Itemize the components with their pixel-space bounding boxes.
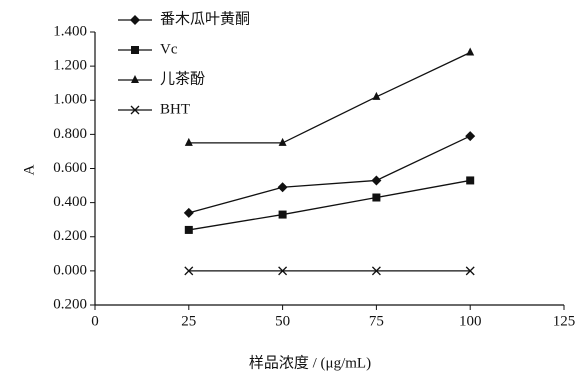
marker bbox=[277, 182, 288, 193]
legend-label: 儿茶酚 bbox=[160, 70, 205, 87]
x-tick-label: 75 bbox=[369, 313, 384, 329]
y-tick-label: 0.400 bbox=[53, 194, 87, 210]
marker bbox=[130, 15, 140, 25]
legend-label: Vc bbox=[160, 41, 178, 57]
x-tick-label: 0 bbox=[91, 313, 99, 329]
marker bbox=[184, 266, 194, 276]
y-axis-title: A bbox=[21, 164, 37, 175]
y-tick-label: 0.000 bbox=[53, 262, 87, 278]
y-tick-label: 0.600 bbox=[53, 160, 87, 176]
marker bbox=[465, 131, 476, 142]
marker bbox=[371, 175, 382, 186]
series-line bbox=[188, 179, 471, 231]
x-tick-label: 25 bbox=[181, 313, 196, 329]
x-tick-label: 100 bbox=[459, 313, 482, 329]
x-axis-title: 样品浓度 / (μg/mL) bbox=[249, 354, 371, 371]
marker bbox=[131, 75, 139, 83]
y-tick-label: 0.200 bbox=[53, 228, 87, 244]
marker bbox=[184, 225, 193, 234]
marker bbox=[371, 266, 381, 276]
y-tick-label: 1.400 bbox=[53, 23, 87, 39]
marker bbox=[184, 137, 193, 146]
y-tick-label: 0.800 bbox=[53, 126, 87, 142]
marker bbox=[131, 46, 139, 54]
marker bbox=[278, 266, 288, 276]
x-tick-label: 50 bbox=[275, 313, 290, 329]
marker bbox=[183, 207, 194, 218]
y-tick-label: 1.200 bbox=[53, 58, 87, 74]
marker bbox=[466, 47, 475, 56]
y-tick-label: 0.200 bbox=[53, 296, 87, 312]
marker bbox=[466, 176, 475, 185]
legend-label: 番木瓜叶黄酮 bbox=[160, 10, 250, 27]
marker bbox=[278, 210, 287, 219]
series-line bbox=[188, 51, 471, 144]
marker bbox=[278, 137, 287, 146]
x-tick-label: 125 bbox=[553, 313, 576, 329]
series-line bbox=[188, 135, 471, 214]
marker bbox=[372, 91, 381, 100]
y-tick-label: 1.000 bbox=[53, 92, 87, 108]
legend-label: BHT bbox=[160, 101, 190, 117]
marker bbox=[372, 193, 381, 202]
marker bbox=[465, 266, 475, 276]
marker bbox=[130, 105, 140, 115]
